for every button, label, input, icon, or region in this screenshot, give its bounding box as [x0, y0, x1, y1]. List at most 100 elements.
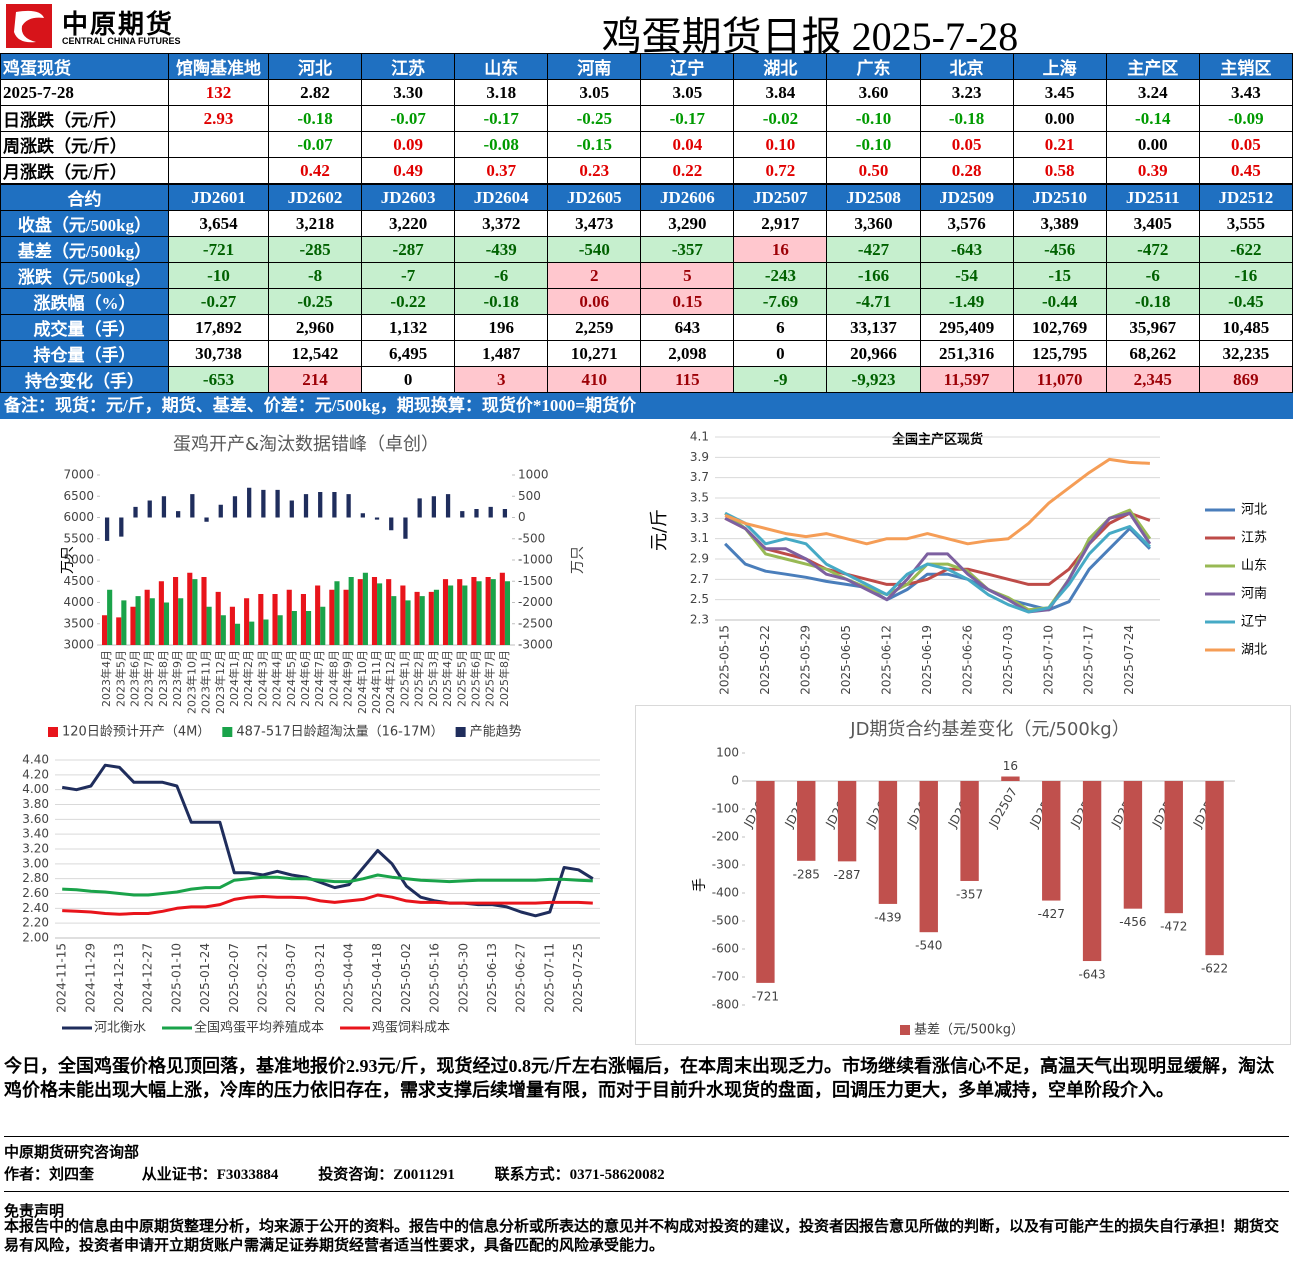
legend-label: 河北衡水	[94, 1021, 146, 1036]
table-cell: 2.82	[267, 79, 363, 106]
table-cell: 17,892	[168, 314, 269, 341]
table-cell: 涨跌（元/500kg）	[0, 262, 169, 289]
bar	[187, 572, 193, 645]
table-cell: 102,769	[1012, 314, 1107, 341]
table-cell: 3,389	[1012, 210, 1107, 237]
note: 备注：现货：元/斤，期货、基差、价差：元/500kg，期现换算：现货价*1000…	[0, 393, 1293, 419]
x-tick-label: 2024年12月	[383, 650, 397, 714]
series-line	[724, 511, 1152, 614]
table-cell: 周涨跌（元/斤）	[0, 131, 169, 158]
table-cell: 2,345	[1105, 366, 1200, 393]
tick-label: 4.1	[690, 430, 709, 444]
bar	[277, 615, 283, 645]
table-cell: 2,098	[640, 340, 735, 367]
x-tick-label: 2025年4月	[440, 650, 454, 707]
x-tick-label: 2025-05-16	[428, 943, 442, 1013]
table-row: 基差（元/500kg） -721 -285 -287 -439 -540 -357 16 -42…	[0, 236, 1293, 263]
x-tick-label: 2025-02-07	[227, 943, 241, 1013]
bar	[320, 606, 326, 645]
bar	[215, 591, 221, 645]
x-tick-label: 2025-01-10	[169, 943, 183, 1013]
legend-swatch	[222, 727, 233, 737]
x-tick-label: 2024年6月	[298, 650, 312, 707]
table-cell: -15	[1012, 262, 1107, 289]
table-cell: 251,316	[919, 340, 1014, 367]
x-tick-label: 2024年4月	[270, 650, 284, 707]
table-cell: -7	[361, 262, 456, 289]
table-cell: -653	[168, 366, 269, 393]
x-tick-label: 2025年3月	[426, 650, 440, 707]
legend-label: 120日龄预计开产（4M）	[62, 725, 210, 740]
x-tick-label: 2025-04-04	[342, 943, 356, 1013]
x-tick-label: 2025-06-27	[514, 943, 528, 1013]
bar	[135, 596, 141, 645]
table-cell: -243	[733, 262, 828, 289]
tick-label: 6500	[63, 489, 94, 503]
bar	[878, 781, 898, 904]
table-cell: 持仓量（手）	[0, 340, 169, 367]
tick-label: -600	[712, 942, 739, 956]
table-cell: 16	[733, 236, 828, 263]
x-tick-label: 2023年10月	[184, 650, 198, 714]
bar	[232, 496, 238, 518]
table-cell: 410	[547, 366, 642, 393]
x-tick-label: 2024年10月	[355, 650, 369, 714]
bar	[332, 492, 337, 518]
table-cell	[168, 131, 269, 158]
table-cell: -472	[1105, 236, 1200, 263]
bar	[1205, 781, 1224, 956]
tick-label: 100	[716, 746, 739, 760]
table-cell: -0.25	[267, 288, 363, 315]
table-cell: 涨跌幅（%）	[0, 288, 169, 315]
x-tick-label: 2024年8月	[326, 650, 340, 707]
table-cell: JD2510	[1012, 184, 1107, 211]
tick-label: -300	[712, 858, 739, 872]
table-cell: 成交量（手）	[0, 314, 169, 341]
bar	[462, 585, 468, 645]
chart-basis: JD期货合约基差变化（元/500kg） -800 -700 -600 -500 -400 -…	[635, 705, 1291, 1045]
bar	[291, 611, 297, 645]
bar	[289, 500, 294, 518]
table-cell: 3.05	[547, 79, 642, 106]
table-cell: 3.45	[1012, 79, 1107, 106]
x-tick-label: 2025-01-24	[198, 943, 212, 1013]
table-cell: JD2606	[640, 184, 735, 211]
data-label: -622	[1201, 962, 1228, 976]
table-row: 成交量（手） 17,892 2,960 1,132 196 2,259 643 6 33,137…	[0, 314, 1293, 341]
legend-label: 基差（元/500kg）	[914, 1023, 1024, 1038]
bar	[104, 517, 110, 541]
logo-en: CENTRAL CHINA FUTURES	[62, 36, 181, 46]
bar	[371, 577, 378, 645]
bar	[476, 581, 482, 645]
table-cell: -0.10	[826, 105, 921, 132]
chart-title: JD期货合约基差变化（元/500kg）	[849, 719, 1129, 740]
tick-label: 3.3	[690, 511, 709, 525]
chart-title: 蛋鸡开产&淘汰数据错峰（卓创）	[173, 434, 439, 455]
bar	[1164, 781, 1183, 914]
data-label: -439	[874, 910, 901, 924]
advisory: 投资咨询：Z0011291	[318, 1167, 455, 1183]
table-cell: 2,960	[267, 314, 363, 341]
table-cell: JD2512	[1198, 184, 1293, 211]
data-label: -427	[1038, 907, 1065, 921]
bar	[431, 496, 436, 518]
table-cell: 11,597	[919, 366, 1014, 393]
chart-title: 全国主产区现货	[891, 432, 983, 448]
table-row: 鸡蛋现货 馆陶基准地 河北 江苏 山东 河南 辽宁 湖北 广东 北京 上海 主产区 主销区	[0, 53, 1293, 80]
y-axis-label: 元/斤	[649, 509, 670, 551]
bar	[448, 585, 454, 645]
table-cell: 68,262	[1105, 340, 1200, 367]
table-cell: 2.93	[168, 105, 269, 132]
bar	[201, 577, 207, 645]
bar	[190, 494, 195, 518]
table-cell: -8	[267, 262, 363, 289]
table-cell: 10,271	[547, 340, 642, 367]
bar	[1042, 781, 1061, 901]
table-cell: 2025-7-28	[0, 79, 169, 106]
bar	[360, 513, 365, 518]
x-tick-label: 2025-07-10	[1041, 625, 1055, 695]
x-tick-label: 2023年6月	[128, 650, 142, 707]
tick-label: 3.1	[690, 531, 709, 545]
bar	[960, 781, 979, 881]
